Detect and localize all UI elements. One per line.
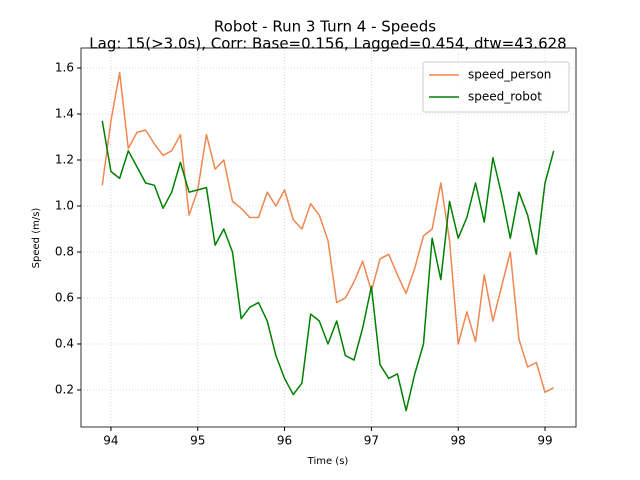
- y-tick-label: 1.0: [55, 198, 74, 212]
- y-tick-label: 1.4: [55, 107, 74, 121]
- x-tick-label: 97: [364, 434, 379, 448]
- line-series: [101, 71, 555, 394]
- chart-title: Robot - Run 3 Turn 4 - Speeds: [214, 18, 436, 36]
- x-tick-label: 98: [451, 434, 466, 448]
- legend-label: speed_robot: [468, 90, 542, 104]
- y-axis-label: Speed (m/s): [31, 208, 42, 269]
- x-tick-label: 95: [190, 434, 205, 448]
- chart-subtitle: Lag: 15(>3.0s), Corr: Base=0.156, Lagged…: [89, 35, 566, 53]
- legend-label: speed_person: [468, 68, 551, 82]
- x-tick-label: 96: [277, 434, 292, 448]
- line-series: [101, 120, 555, 412]
- x-axis-label: Time (s): [307, 456, 349, 467]
- plot-frame: [80, 47, 577, 428]
- x-tick-label: 99: [537, 434, 552, 448]
- y-tick-label: 0.2: [55, 382, 74, 396]
- x-tick-label: 94: [103, 434, 118, 448]
- legend-box: [422, 61, 570, 113]
- y-tick-label: 0.6: [55, 290, 74, 304]
- y-tick-label: 1.2: [55, 152, 74, 166]
- y-tick-label: 0.8: [55, 244, 74, 258]
- y-tick-label: 1.6: [55, 61, 74, 75]
- y-tick-label: 0.4: [55, 336, 74, 350]
